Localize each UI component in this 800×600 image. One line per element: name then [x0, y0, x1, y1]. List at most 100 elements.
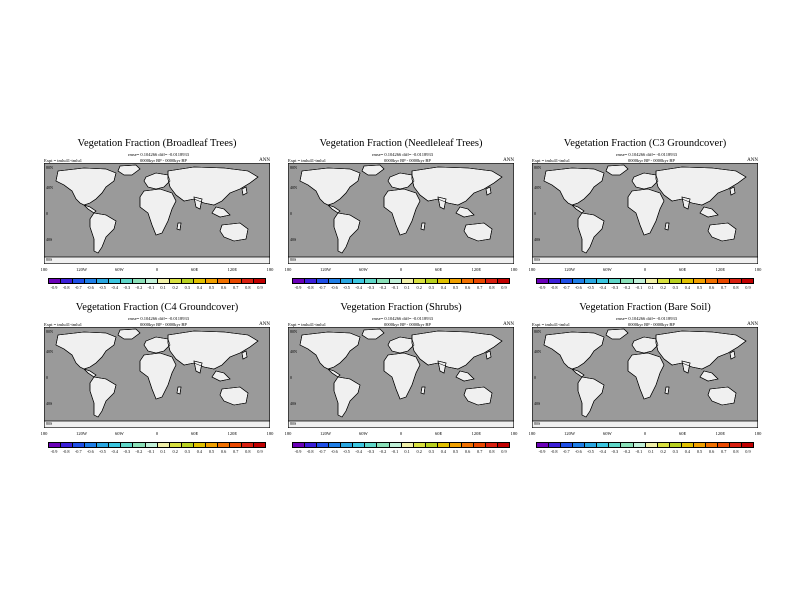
colorbar-label: 0.1 — [404, 285, 410, 290]
colorbar-label: 0.3 — [672, 285, 678, 290]
colorbar-swatch — [329, 443, 342, 447]
colorbar-label: -0.4 — [111, 285, 119, 290]
y-tick-label: 40N — [290, 185, 297, 190]
colorbar-label: -0.1 — [147, 449, 155, 454]
map-panel: Vegetation Fraction (C4 Groundcover) rmse… — [41, 302, 274, 462]
x-tick-label: 180 — [528, 431, 536, 436]
colorbar-swatch — [585, 279, 598, 283]
y-tick-label: 40S — [534, 237, 541, 242]
colorbar-swatch — [229, 279, 242, 283]
map-panel: Vegetation Fraction (Broadleaf Trees) rms… — [41, 138, 274, 298]
colorbar-swatch — [549, 279, 562, 283]
map-frame — [288, 327, 514, 428]
colorbar-swatch — [425, 279, 438, 283]
colorbar-label: -0.9 — [294, 449, 302, 454]
colorbar-label: -0.2 — [623, 285, 631, 290]
colorbar-swatch — [205, 443, 218, 447]
colorbar-label: -0.5 — [587, 449, 594, 454]
colorbar-swatch — [353, 443, 366, 447]
x-tick-label: 120W — [564, 267, 576, 272]
y-tick-label: 80S — [534, 257, 541, 262]
colorbar-label: 0.8 — [489, 285, 495, 290]
y-tick-label: 0 — [46, 375, 48, 380]
colorbar-label: -0.2 — [379, 285, 387, 290]
colorbar-label: 0.8 — [245, 449, 251, 454]
colorbar-labels: -0.9 -0.8 -0.7 -0.6 -0.5 -0.4 -0.3 -0.2 -0.1 0.1 0… — [48, 449, 266, 457]
colorbar-swatch — [317, 279, 330, 283]
colorbar-swatch — [329, 279, 342, 283]
colorbar-label: 0.4 — [684, 449, 691, 454]
x-tick-label: 180 — [266, 267, 274, 272]
colorbar-label: 0.7 — [477, 285, 483, 290]
colorbar-swatch — [425, 443, 438, 447]
colorbar-swatch — [461, 443, 474, 447]
map-panel: Vegetation Fraction (Shrubs) rmse= 0.1042… — [285, 302, 518, 462]
colorbar-swatch — [645, 279, 658, 283]
colorbar-swatch — [133, 279, 146, 283]
colorbar-label: 0.5 — [452, 285, 459, 290]
colorbar-label: -0.8 — [550, 285, 558, 290]
colorbar-swatch — [561, 279, 574, 283]
colorbar-swatch — [217, 443, 230, 447]
x-tick-label: 120E — [471, 267, 482, 272]
colorbar-labels: -0.9 -0.8 -0.7 -0.6 -0.5 -0.4 -0.3 -0.2 -0.1 0.1 0… — [536, 449, 754, 457]
colorbar-swatch — [157, 443, 170, 447]
y-tick-label: 40N — [46, 185, 53, 190]
colorbar-label: 0.7 — [477, 449, 483, 454]
colorbar-label: 0.9 — [257, 285, 263, 290]
colorbar-swatch — [133, 443, 146, 447]
colorbar-swatch — [73, 443, 86, 447]
colorbar-swatch — [473, 279, 486, 283]
colorbar-swatch — [293, 279, 306, 283]
colorbar-label: 0.1 — [404, 449, 410, 454]
x-tick-label: 180 — [528, 267, 536, 272]
panel-title: Vegetation Fraction (Bare Soil) — [579, 302, 711, 313]
colorbar-swatch — [97, 443, 110, 447]
colorbar-label: 0.4 — [196, 285, 203, 290]
c4-groundcover-difference-map — [44, 327, 270, 428]
colorbar-label: 0.3 — [428, 449, 434, 454]
colorbar-label: -0.9 — [294, 285, 302, 290]
colorbar-label: -0.9 — [538, 285, 546, 290]
x-tick-label: 180 — [284, 267, 292, 272]
rmse-label: rmse= 0.104266 diff= -0.0118933 — [128, 152, 189, 157]
panel-title: Vegetation Fraction (Broadleaf Trees) — [77, 138, 237, 149]
rmse-label: rmse= 0.104266 diff= -0.0118933 — [128, 316, 189, 321]
colorbar-swatch — [573, 279, 586, 283]
colorbar-label: 0.7 — [233, 285, 239, 290]
colorbar-swatch — [461, 279, 474, 283]
x-tick-label: 180 — [510, 431, 518, 436]
season-label: ANN — [747, 322, 758, 327]
colorbar-swatch — [498, 279, 510, 283]
x-tick-label: 120E — [715, 267, 726, 272]
colorbar-swatch — [49, 279, 62, 283]
colorbar-swatch — [681, 279, 694, 283]
colorbar-swatch — [621, 443, 634, 447]
y-tick-label: 40N — [534, 185, 541, 190]
colorbar-swatch — [254, 443, 266, 447]
colorbar-label: 0.2 — [416, 449, 422, 454]
colorbar-swatch — [597, 279, 610, 283]
colorbar-swatch — [193, 279, 206, 283]
shrubs-difference-map — [288, 327, 514, 428]
y-tick-label: 0 — [534, 211, 536, 216]
epoch-label: 0000kyr BP - 0000kyr BP — [384, 158, 431, 163]
colorbar-label: 0.2 — [660, 285, 666, 290]
experiment-label: Expt = tmlu41-tmlu1 — [44, 322, 83, 327]
colorbar-swatch — [633, 443, 646, 447]
colorbar-swatch — [109, 279, 122, 283]
colorbar-swatch — [242, 279, 255, 283]
x-tick-label: 120W — [564, 431, 576, 436]
colorbar-label: -0.8 — [306, 285, 314, 290]
colorbar-swatch — [669, 279, 682, 283]
colorbar-swatch — [193, 443, 206, 447]
colorbar-swatch — [365, 443, 378, 447]
colorbar-label: 0.8 — [733, 449, 739, 454]
colorbar-swatch — [169, 279, 182, 283]
colorbar-swatch — [305, 279, 318, 283]
y-tick-label: 40S — [534, 401, 541, 406]
colorbar-swatch — [377, 279, 390, 283]
colorbar-swatch — [401, 443, 414, 447]
y-tick-label: 40N — [290, 349, 297, 354]
x-tick-label: 0 — [643, 267, 647, 272]
